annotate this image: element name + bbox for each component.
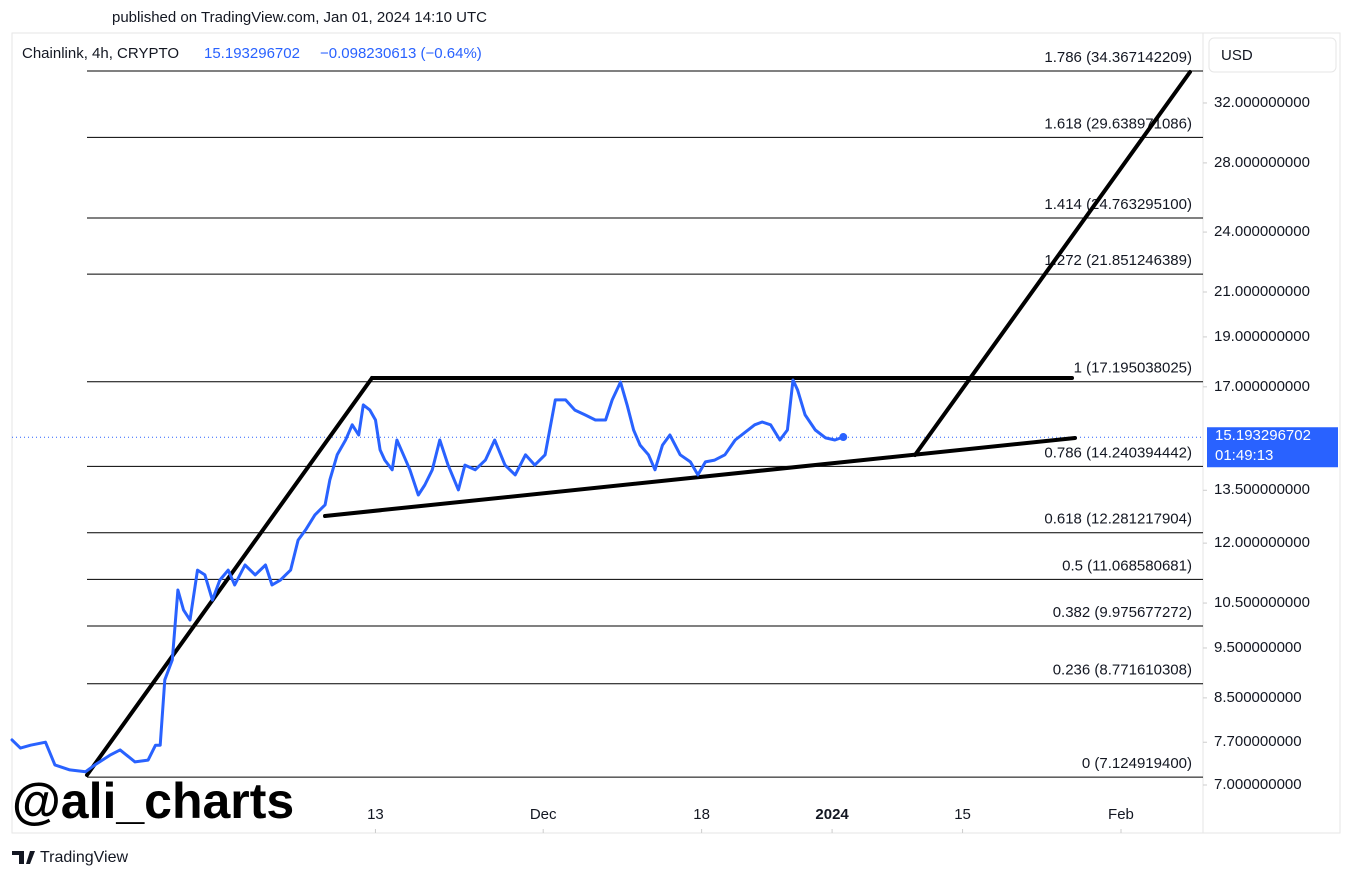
- trend-line: [323, 436, 1077, 518]
- y-tick-label: 10.500000000: [1214, 594, 1310, 611]
- header-change: −0.098230613 (−0.64%): [320, 45, 482, 62]
- fib-label: 0.5 (11.068580681): [1062, 557, 1192, 574]
- x-tick-label: Feb: [1108, 806, 1134, 823]
- last-price-box: [1207, 427, 1338, 468]
- published-note: published on TradingView.com, Jan 01, 20…: [112, 9, 487, 26]
- watermark: @ali_charts: [12, 773, 294, 829]
- y-tick-label: 21.000000000: [1214, 283, 1310, 300]
- fib-label: 1.272 (21.851246389): [1044, 252, 1192, 269]
- fib-label: 1 (17.195038025): [1074, 360, 1192, 377]
- brand-icon: [12, 851, 35, 864]
- brand: TradingView: [40, 849, 128, 866]
- countdown: 01:49:13: [1215, 447, 1273, 464]
- currency-box[interactable]: [1208, 37, 1337, 73]
- fib-label: 1.414 (24.763295100): [1044, 196, 1192, 213]
- last-price-label: 15.193296702: [1215, 427, 1311, 444]
- symbol: Chainlink, 4h, CRYPTO: [22, 45, 179, 62]
- y-tick-label: 28.000000000: [1214, 154, 1310, 171]
- fib-levels: 1.786 (34.367142209) 1.618 (29.638971086)…: [12, 49, 1203, 778]
- last-point: [839, 433, 848, 442]
- y-tick-label: 24.000000000: [1214, 223, 1310, 240]
- currency: USD: [1221, 47, 1253, 64]
- y-tick-label: 8.500000000: [1214, 689, 1302, 706]
- fib-label: 1.786 (34.367142209): [1044, 49, 1192, 66]
- y-tick-label: 7.000000000: [1214, 776, 1302, 793]
- y-tick-label: 19.000000000: [1214, 328, 1310, 345]
- fib-label: 0.618 (12.281217904): [1044, 511, 1192, 528]
- x-tick-label: 13: [367, 806, 384, 823]
- fib-label: 0 (7.124919400): [1082, 755, 1192, 772]
- x-tick-label: 15: [954, 806, 971, 823]
- x-tick-label: Dec: [530, 806, 557, 823]
- brand-logo: TradingView: [12, 849, 128, 866]
- trend-drawings: [10, 70, 1192, 777]
- y-tick-label: 7.700000000: [1214, 733, 1302, 750]
- x-tick-label: 2024: [815, 806, 849, 823]
- trend-line: [913, 70, 1192, 457]
- fib-label: 0.236 (8.771610308): [1053, 662, 1192, 679]
- price-line: [10, 378, 845, 774]
- y-tick-label: 32.000000000: [1214, 94, 1310, 111]
- y-tick-label: 13.500000000: [1214, 481, 1310, 498]
- y-tick-label: 12.000000000: [1214, 534, 1310, 551]
- header-price: 15.193296702: [204, 45, 300, 62]
- y-tick-label: 9.500000000: [1214, 639, 1302, 656]
- fib-label: 1.618 (29.638971086): [1044, 115, 1192, 132]
- chart-frame: [11, 32, 1341, 834]
- y-tick-label: 17.000000000: [1214, 378, 1310, 395]
- fib-label: 0.786 (14.240394442): [1044, 444, 1192, 461]
- x-tick-label: 18: [693, 806, 710, 823]
- fib-label: 0.382 (9.975677272): [1053, 604, 1192, 621]
